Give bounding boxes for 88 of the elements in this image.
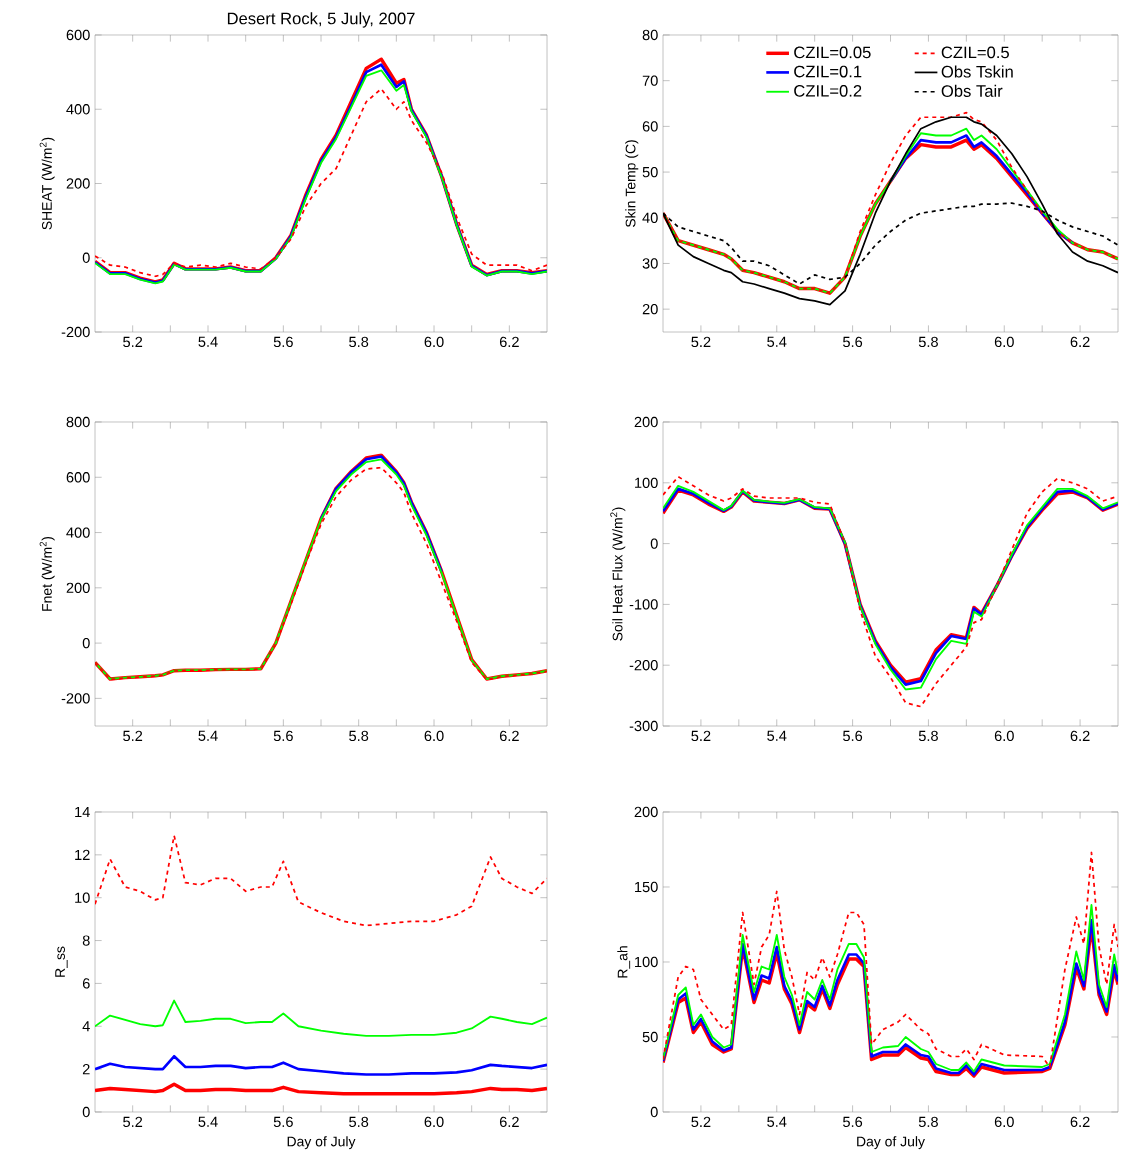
y-tick-label: -200 xyxy=(61,693,90,704)
y-tick-label: 2 xyxy=(82,1064,90,1075)
y-axis-title: R_ss xyxy=(55,946,68,977)
y-tick-label: 150 xyxy=(635,881,658,893)
x-tick-label: 5.6 xyxy=(843,336,863,348)
y-tick-label: 70 xyxy=(642,75,658,86)
y-axis-title: R_ah xyxy=(617,946,631,978)
x-tick-label: 5.6 xyxy=(843,730,863,742)
y-tick-label: 800 xyxy=(66,416,90,428)
x-tick-label: 5.6 xyxy=(273,336,293,348)
y-tick-label: 10 xyxy=(75,892,90,903)
x-axis-title: Day of July xyxy=(857,1136,925,1150)
y-tick-label: 0 xyxy=(82,637,90,649)
y-tick-label: 50 xyxy=(642,1031,658,1043)
y-tick-label: 200 xyxy=(66,178,90,189)
y-tick-label: 20 xyxy=(642,304,658,315)
y-tick-label: 100 xyxy=(635,477,658,488)
x-tick-label: 6.2 xyxy=(1070,1116,1090,1128)
y-tick-label: 14 xyxy=(75,806,90,818)
y-axis-title: Skin Temp (C) xyxy=(625,140,639,228)
x-tick-label: 6.0 xyxy=(424,1116,444,1128)
y-tick-label: 100 xyxy=(635,956,658,968)
legend-label: Obs Tskin xyxy=(941,65,1013,78)
legend-label: CZIL=0.1 xyxy=(794,65,862,78)
x-tick-label: 5.8 xyxy=(918,336,938,348)
x-tick-label: 6.2 xyxy=(499,1116,519,1128)
y-tick-label: 8 xyxy=(82,935,90,946)
x-tick-label: 5.2 xyxy=(123,1116,143,1128)
y-tick-label: 200 xyxy=(634,806,658,818)
x-tick-label: 5.4 xyxy=(767,730,787,741)
x-tick-label: 6.2 xyxy=(1070,730,1090,742)
y-tick-label: 6 xyxy=(82,978,90,989)
y-axis-title: Soil Heat Flux (W/m$^{2}$) xyxy=(610,507,626,641)
x-tick-label: 6.2 xyxy=(499,730,519,742)
x-tick-label: 5.4 xyxy=(767,336,787,347)
y-tick-label: 50 xyxy=(642,166,658,178)
y-tick-label: 12 xyxy=(75,849,90,860)
x-tick-label: 5.6 xyxy=(843,1116,863,1128)
chart-title: Desert Rock, 5 July, 2007 xyxy=(227,12,415,28)
x-tick-label: 5.8 xyxy=(918,1116,938,1128)
x-tick-label: 6.0 xyxy=(424,730,444,742)
y-tick-label: 0 xyxy=(82,1106,90,1118)
x-tick-label: 6.2 xyxy=(1070,336,1090,348)
y-tick-label: 40 xyxy=(642,212,658,223)
x-tick-label: 5.2 xyxy=(691,336,711,348)
y-tick-label: 0 xyxy=(82,252,90,263)
y-tick-label: 0 xyxy=(650,1106,658,1118)
x-tick-label: 6.2 xyxy=(499,336,519,348)
x-tick-label: 6.0 xyxy=(994,730,1014,742)
x-tick-label: 5.6 xyxy=(273,730,293,742)
x-tick-label: 5.8 xyxy=(918,730,938,742)
y-axis-title: Fnet (W/m$^{2}$) xyxy=(39,536,55,611)
y-tick-label: 400 xyxy=(66,527,90,538)
x-tick-label: 6.0 xyxy=(424,336,444,348)
x-tick-label: 6.0 xyxy=(994,336,1014,348)
y-tick-label: 30 xyxy=(642,258,658,269)
x-tick-label: 5.2 xyxy=(123,336,143,348)
y-tick-label: 200 xyxy=(66,582,90,593)
y-tick-label: -200 xyxy=(61,326,90,338)
y-tick-label: 600 xyxy=(66,472,90,483)
y-tick-label: 0 xyxy=(650,538,658,549)
y-tick-label: 60 xyxy=(642,121,658,132)
x-tick-label: 5.2 xyxy=(691,1116,711,1128)
y-tick-label: 4 xyxy=(82,1021,90,1032)
x-tick-label: 5.4 xyxy=(198,336,218,347)
y-tick-label: 80 xyxy=(642,29,658,41)
x-tick-label: 5.4 xyxy=(767,1116,787,1127)
y-tick-label: 600 xyxy=(66,29,90,41)
x-tick-label: 5.6 xyxy=(273,1116,293,1128)
legend-label: CZIL=0.5 xyxy=(941,46,1009,59)
x-tick-label: 5.2 xyxy=(123,730,143,742)
x-tick-label: 5.8 xyxy=(349,336,369,348)
x-tick-label: 5.2 xyxy=(691,730,711,742)
x-tick-label: 5.4 xyxy=(198,1116,218,1127)
y-tick-label: -100 xyxy=(629,599,658,610)
y-tick-label: -300 xyxy=(629,720,658,732)
legend-label: CZIL=0.2 xyxy=(794,84,862,97)
x-tick-label: 5.8 xyxy=(349,730,369,742)
y-axis-title: SHEAT (W/m$^{2}$) xyxy=(39,137,55,230)
x-tick-label: 6.0 xyxy=(994,1116,1014,1128)
x-tick-label: 5.8 xyxy=(349,1116,369,1128)
x-axis-title: Day of July xyxy=(287,1136,356,1150)
y-tick-label: 400 xyxy=(66,104,90,115)
legend-label: Obs Tair xyxy=(941,84,1003,97)
y-tick-label: -200 xyxy=(629,660,658,671)
legend-label: CZIL=0.05 xyxy=(794,46,871,59)
y-tick-label: 200 xyxy=(634,416,658,428)
x-tick-label: 5.4 xyxy=(198,730,218,741)
